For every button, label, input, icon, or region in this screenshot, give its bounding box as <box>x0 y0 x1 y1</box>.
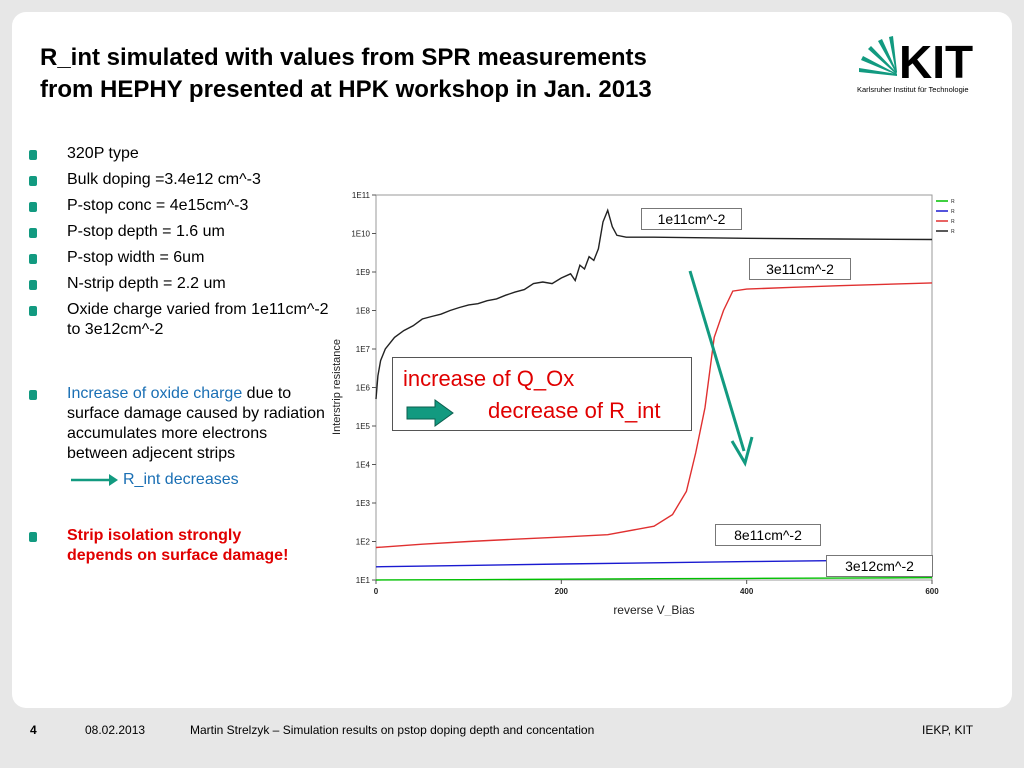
bullet-text: Oxide charge varied from 1e11cm^-2 to 3e… <box>67 301 329 338</box>
note-result-line: R_int decreases <box>67 468 332 490</box>
callout-3e11: 3e11cm^-2 <box>749 258 851 280</box>
bullet-square-icon <box>29 176 37 186</box>
legend-entry: Rint_1.6_2.2_3e12 <box>951 199 955 205</box>
x-tick-label: 0 <box>374 587 379 596</box>
bullet-item: P-stop depth = 1.6 um <box>26 222 326 242</box>
bullet-item-conclusion: Strip isolation strongly depends on surf… <box>26 526 307 566</box>
x-axis-ticks: 0 200 400 600 <box>374 580 939 596</box>
footer-page-number: 4 <box>30 723 37 737</box>
bullet-item: Bulk doping =3.4e12 cm^-3 <box>26 170 326 190</box>
box-line-1: increase of Q_Ox <box>403 366 575 391</box>
bullet-text: P-stop width = 6um <box>67 249 205 266</box>
logo-subtitle: Karlsruher Institut für Technologie <box>857 85 969 94</box>
x-axis-label: reverse V_Bias <box>613 603 694 616</box>
series-line-Rint_1.6_2.2_4e11 <box>375 282 933 549</box>
box-line-2: decrease of R_int <box>488 398 661 423</box>
y-tick-label: 1E11 <box>352 191 371 200</box>
bullet-square-icon <box>29 532 37 542</box>
bullet-text: P-stop conc = 4e15cm^-3 <box>67 197 249 214</box>
legend-entry: Rint_1.6_2.2_4e11 <box>951 219 955 225</box>
y-tick-label: 1E7 <box>356 345 371 354</box>
y-axis-ticks: 1E1 1E2 1E3 1E4 1E5 1E6 1E7 1E8 1E9 1E10 1E11 <box>351 191 376 585</box>
x-tick-label: 400 <box>740 587 754 596</box>
decrease-arrow-icon <box>688 270 754 467</box>
slide-title: R_int simulated with values from SPR mea… <box>40 42 820 106</box>
bullet-square-icon <box>29 202 37 212</box>
y-tick-label: 1E5 <box>356 422 371 431</box>
right-arrow-icon <box>71 474 118 486</box>
bullet-list: 320P type Bulk doping =3.4e12 cm^-3 P-st… <box>26 144 329 572</box>
bullet-square-icon <box>29 280 37 290</box>
y-tick-label: 1E6 <box>356 384 371 393</box>
x-tick-label: 200 <box>555 587 569 596</box>
y-tick-label: 1E2 <box>356 538 371 547</box>
callout-1e11: 1e11cm^-2 <box>641 208 742 230</box>
series-line-Rint_1.6_2.2_1e11 <box>375 208 933 400</box>
footer-text: Martin Strelzyk – Simulation results on … <box>190 723 595 737</box>
y-axis-label: Interstrip resistance <box>331 339 343 435</box>
bullet-item: N-strip depth = 2.2 um <box>26 274 326 294</box>
bullet-square-icon <box>29 306 37 316</box>
bullet-square-icon <box>29 228 37 238</box>
logo-text: KIT <box>899 36 973 88</box>
title-line-1: R_int simulated with values from SPR mea… <box>40 44 647 71</box>
y-tick-label: 1E10 <box>351 230 370 239</box>
y-tick-label: 1E3 <box>356 499 371 508</box>
legend-entry: Rint_1.6_2.2_1e11 <box>951 229 955 235</box>
bullet-text: 320P type <box>67 145 139 162</box>
y-tick-label: 1E9 <box>356 268 371 277</box>
note-result: R_int decreases <box>123 471 239 488</box>
y-tick-label: 1E4 <box>356 461 371 470</box>
bullet-text: N-strip depth = 2.2 um <box>67 275 226 292</box>
bullet-square-icon <box>29 254 37 264</box>
bullet-item: 320P type <box>26 144 326 164</box>
qox-annotation-box: increase of Q_Ox decrease of R_int <box>392 357 692 431</box>
note-text: due to surface damage caused by radiatio… <box>67 385 325 462</box>
bullet-square-icon <box>29 150 37 160</box>
footer-org: IEKP, KIT <box>922 723 974 737</box>
callout-3e12: 3e12cm^-2 <box>826 555 933 577</box>
kit-logo: KIT Karlsruher Institut für Technologie <box>857 36 973 94</box>
title-line-2: from HEPHY presented at HPK workshop in … <box>40 76 652 103</box>
bullet-text: P-stop depth = 1.6 um <box>67 223 225 240</box>
series-line-Rint_1.6_2.2_3e12 <box>375 577 933 581</box>
bullet-text: Bulk doping =3.4e12 cm^-3 <box>67 171 261 188</box>
bullet-item: P-stop conc = 4e15cm^-3 <box>26 196 326 216</box>
conclusion-text: Strip isolation strongly depends on surf… <box>67 527 289 564</box>
bullet-item: P-stop width = 6um <box>26 248 326 268</box>
footer-date: 08.02.2013 <box>85 723 146 737</box>
bullet-square-icon <box>29 390 37 400</box>
block-arrow-icon <box>406 399 454 427</box>
y-tick-label: 1E8 <box>356 307 371 316</box>
legend-entry: Rint_1.6_2.2_8e11 <box>951 209 955 215</box>
x-tick-label: 600 <box>925 587 939 596</box>
callout-8e11: 8e11cm^-2 <box>715 524 821 546</box>
bullet-item-oxide-note: Increase of oxide charge due to surface … <box>26 384 332 490</box>
bullet-item: Oxide charge varied from 1e11cm^-2 to 3e… <box>26 300 337 340</box>
chart-legend: Rint_1.6_2.2_3e12 Rint_1.6_2.2_8e11 Rint_1… <box>936 199 955 235</box>
y-tick-label: 1E1 <box>356 576 371 585</box>
note-highlight: Increase of oxide charge <box>67 385 243 402</box>
